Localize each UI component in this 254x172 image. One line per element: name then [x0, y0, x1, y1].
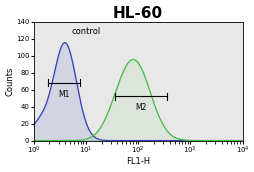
Title: HL-60: HL-60 — [113, 6, 163, 21]
Text: M2: M2 — [134, 103, 146, 112]
X-axis label: FL1-H: FL1-H — [125, 157, 150, 166]
Text: control: control — [71, 27, 100, 36]
Y-axis label: Counts: Counts — [6, 66, 14, 96]
Text: M1: M1 — [58, 90, 69, 99]
